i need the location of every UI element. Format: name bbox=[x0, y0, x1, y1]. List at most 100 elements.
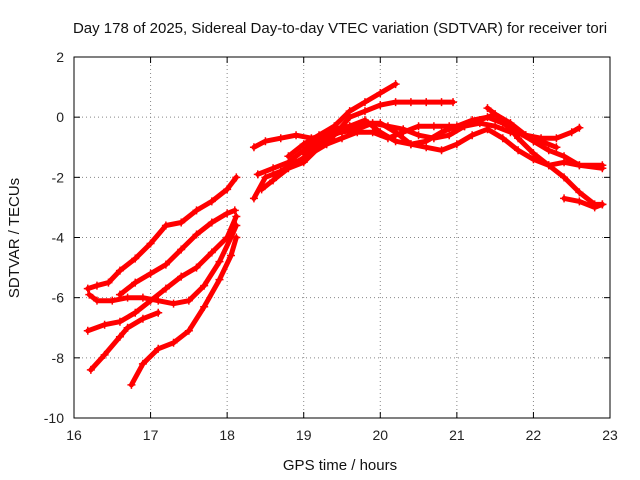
data-point-marker bbox=[345, 107, 354, 116]
data-point-marker bbox=[376, 128, 385, 137]
data-point-marker bbox=[115, 332, 124, 341]
x-tick-label: 18 bbox=[219, 427, 235, 443]
data-point-marker bbox=[207, 248, 216, 257]
data-point-marker bbox=[161, 284, 170, 293]
series-band bbox=[88, 310, 161, 373]
data-point-marker bbox=[223, 209, 232, 218]
data-point-marker bbox=[575, 188, 584, 197]
data-point-marker bbox=[184, 326, 193, 335]
data-point-marker bbox=[169, 299, 178, 308]
data-point-marker bbox=[544, 161, 553, 170]
data-point-marker bbox=[406, 140, 415, 149]
data-point-marker bbox=[215, 275, 224, 284]
data-point-marker bbox=[249, 143, 258, 152]
data-point-marker bbox=[422, 143, 431, 152]
data-point-marker bbox=[108, 296, 117, 305]
y-tick-label: -4 bbox=[52, 230, 65, 246]
x-axis-ticks: 16 17 18 19 20 21 22 23 bbox=[66, 57, 618, 443]
data-point-marker bbox=[154, 296, 163, 305]
data-point-marker bbox=[391, 98, 400, 107]
data-point-marker bbox=[483, 125, 492, 134]
data-point-marker bbox=[406, 98, 415, 107]
data-point-marker bbox=[83, 284, 92, 293]
data-point-marker bbox=[429, 122, 438, 131]
data-point-marker bbox=[598, 161, 607, 170]
data-point-marker bbox=[560, 173, 569, 182]
data-point-marker bbox=[146, 269, 155, 278]
data-point-marker bbox=[498, 134, 507, 143]
data-point-marker bbox=[232, 173, 241, 182]
data-point-marker bbox=[575, 161, 584, 170]
series-track-5 bbox=[86, 308, 163, 374]
data-point-marker bbox=[269, 164, 278, 173]
data-point-marker bbox=[127, 380, 136, 389]
data-point-marker bbox=[449, 98, 458, 107]
data-point-marker bbox=[146, 239, 155, 248]
data-point-marker bbox=[284, 152, 293, 161]
data-point-marker bbox=[230, 206, 239, 215]
data-point-marker bbox=[468, 116, 477, 125]
data-point-marker bbox=[249, 194, 258, 203]
y-axis-label: SDTVAR / TECUs bbox=[6, 178, 23, 298]
data-point-marker bbox=[83, 326, 92, 335]
y-tick-label: -10 bbox=[44, 410, 64, 426]
data-point-marker bbox=[146, 296, 155, 305]
data-point-marker bbox=[360, 119, 369, 128]
data-point-marker bbox=[399, 125, 408, 134]
data-point-marker bbox=[529, 137, 538, 146]
data-point-marker bbox=[154, 344, 163, 353]
data-point-marker bbox=[223, 185, 232, 194]
data-point-marker bbox=[345, 122, 354, 131]
x-tick-label: 19 bbox=[296, 427, 312, 443]
data-point-marker bbox=[232, 212, 241, 221]
data-point-marker bbox=[360, 98, 369, 107]
x-tick-label: 17 bbox=[143, 427, 159, 443]
data-point-marker bbox=[92, 281, 101, 290]
y-tick-label: -2 bbox=[52, 169, 65, 185]
data-point-marker bbox=[131, 278, 140, 287]
data-point-marker bbox=[391, 80, 400, 89]
series-track-1 bbox=[83, 173, 241, 293]
data-point-marker bbox=[544, 146, 553, 155]
x-axis-label: GPS time / hours bbox=[283, 457, 397, 474]
data-point-marker bbox=[391, 137, 400, 146]
y-tick-label: -6 bbox=[52, 290, 65, 306]
data-point-marker bbox=[104, 278, 113, 287]
data-point-marker bbox=[437, 128, 446, 137]
data-point-marker bbox=[376, 119, 385, 128]
data-point-marker bbox=[138, 359, 147, 368]
data-point-marker bbox=[529, 149, 538, 158]
data-point-marker bbox=[483, 113, 492, 122]
data-point-marker bbox=[192, 263, 201, 272]
data-point-marker bbox=[86, 365, 95, 374]
data-point-marker bbox=[261, 137, 270, 146]
series-track-14 bbox=[560, 194, 607, 212]
data-point-marker bbox=[161, 260, 170, 269]
data-marks bbox=[83, 80, 607, 389]
data-point-marker bbox=[560, 194, 569, 203]
data-point-marker bbox=[177, 272, 186, 281]
y-tick-label: 2 bbox=[56, 49, 64, 65]
x-tick-label: 16 bbox=[66, 427, 82, 443]
data-point-marker bbox=[598, 200, 607, 209]
data-point-marker bbox=[92, 296, 101, 305]
series-track-11 bbox=[284, 80, 400, 161]
x-tick-label: 20 bbox=[372, 427, 388, 443]
data-point-marker bbox=[100, 350, 109, 359]
data-point-marker bbox=[376, 89, 385, 98]
data-point-marker bbox=[115, 290, 124, 299]
data-point-marker bbox=[100, 320, 109, 329]
data-point-marker bbox=[253, 170, 262, 179]
data-point-marker bbox=[360, 107, 369, 116]
data-point-marker bbox=[123, 293, 132, 302]
data-point-marker bbox=[330, 128, 339, 137]
data-point-marker bbox=[131, 308, 140, 317]
series-band bbox=[561, 195, 605, 210]
data-point-marker bbox=[284, 164, 293, 173]
data-point-marker bbox=[376, 101, 385, 110]
data-point-marker bbox=[422, 98, 431, 107]
data-point-marker bbox=[192, 206, 201, 215]
data-point-marker bbox=[115, 266, 124, 275]
data-point-marker bbox=[200, 302, 209, 311]
